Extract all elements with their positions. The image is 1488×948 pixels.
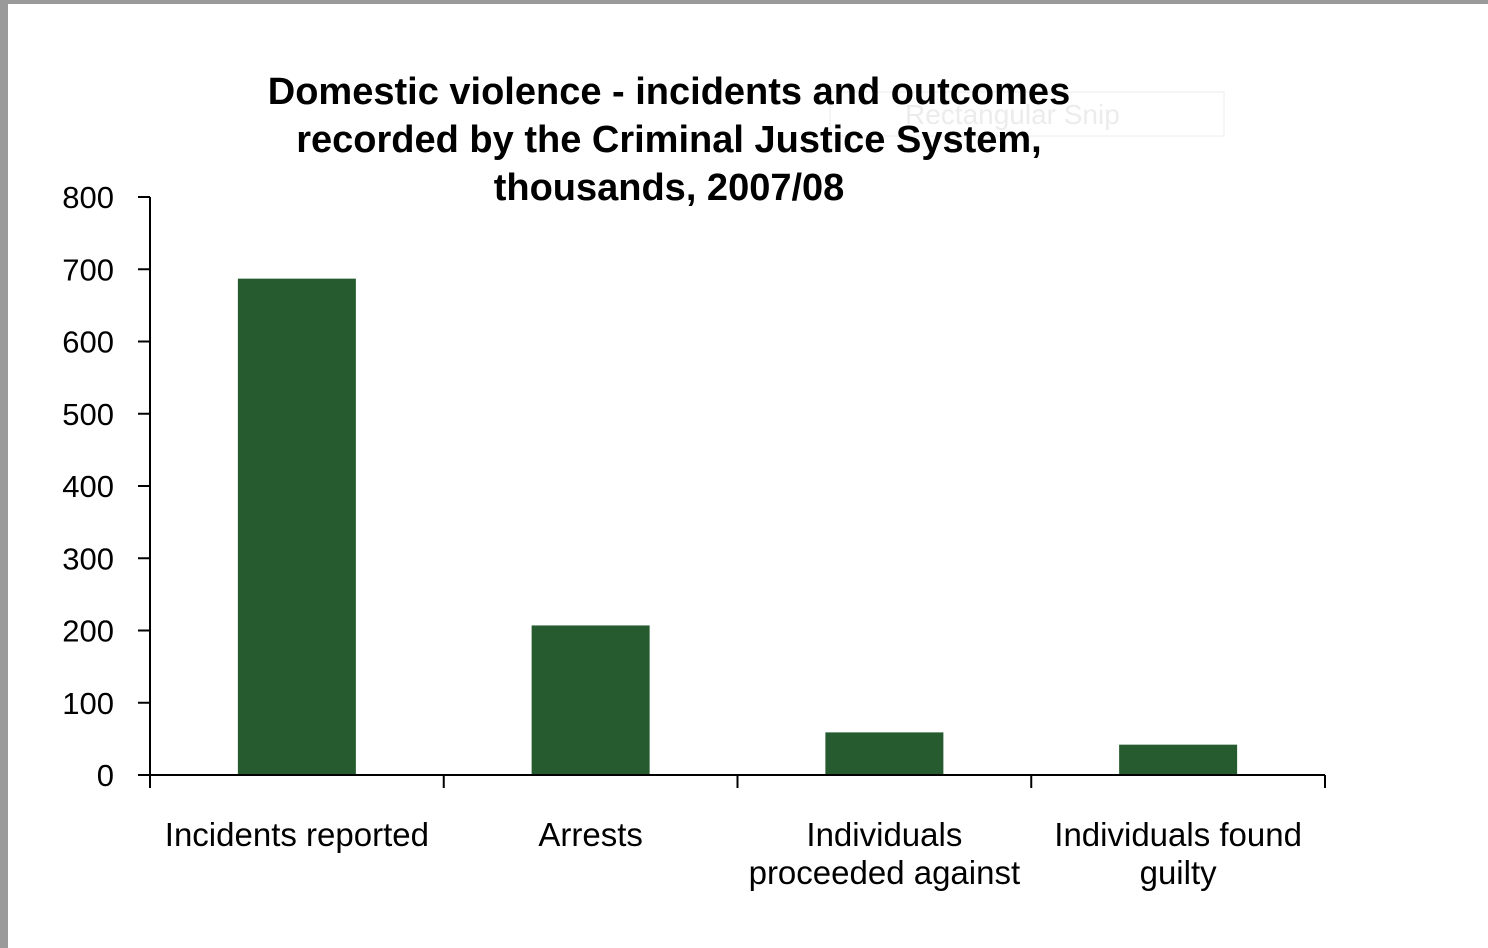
y-tick-label: 600 [62,325,114,360]
chart-title-line: recorded by the Criminal Justice System, [296,119,1042,161]
x-category-label: Arrests [538,816,643,853]
x-category-label-line: guilty [1140,854,1218,891]
x-category-label: Incidents reported [165,816,429,853]
x-category-label: Individuals found guilty [1054,816,1302,891]
y-tick-label: 700 [62,252,114,287]
chart-title-line: thousands, 2007/08 [494,167,845,209]
y-tick-label: 200 [62,614,114,649]
snip-overlay-box [829,91,1225,137]
y-tick-label: 800 [62,180,114,215]
chart-title-line: Domestic violence - incidents and outcom… [268,71,1070,113]
x-category-label-line: Incidents reported [165,816,429,853]
bar [531,625,650,775]
bar [825,732,944,775]
bar [1119,744,1238,775]
chart-title: Domestic violence - incidents and outcom… [268,71,1070,209]
y-tick-label: 300 [62,541,114,576]
plot-area: 0 100 200 300 400 500 600 700 800 Incidents repor… [62,180,1326,891]
y-tick-label: 500 [62,397,114,432]
x-category-label: Individuals proceeded against [749,816,1021,891]
x-category-label-line: Individuals found [1054,816,1302,853]
x-category-label-line: Individuals [806,816,962,853]
x-category-label-line: proceeded against [749,854,1021,891]
snip-overlay-label: Rectangular Snip [905,99,1120,130]
snip-overlay: Rectangular Snip [829,91,1225,137]
y-tick-label: 0 [97,758,114,793]
y-tick-label: 400 [62,469,114,504]
x-category-label-line: Arrests [538,816,643,853]
bar [237,278,356,775]
y-tick-label: 100 [62,686,114,721]
